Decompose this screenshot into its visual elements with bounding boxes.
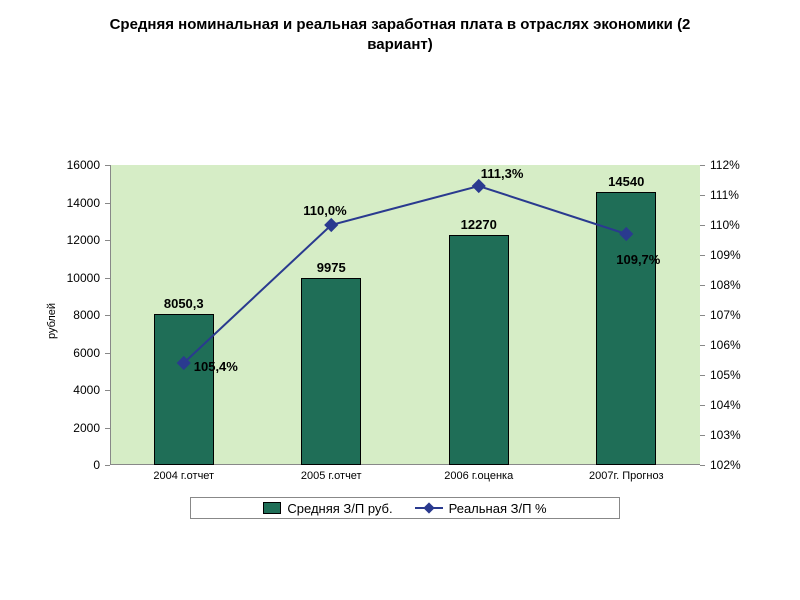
y-right-tick-label: 103% [710, 428, 741, 442]
y-right-tick-label: 108% [710, 278, 741, 292]
legend-item-bar: Средняя З/П руб. [263, 501, 392, 516]
y-right-tick-label: 110% [710, 218, 740, 232]
x-tick-label: 2005 г.отчет [301, 470, 362, 482]
y-right-tick-label: 111% [710, 188, 739, 202]
y-right-tick-label: 102% [710, 458, 741, 472]
bar-value-label: 14540 [608, 174, 644, 189]
line-value-label: 109,7% [616, 252, 660, 267]
y-left-tick-label: 12000 [67, 233, 100, 247]
line-series [110, 165, 700, 465]
x-axis-labels: 2004 г.отчет 2005 г.отчет 2006 г.оценка 200… [110, 470, 700, 490]
y-left-tick-label: 16000 [67, 158, 100, 172]
bar-value-label: 8050,3 [164, 296, 204, 311]
y-left-tick-label: 10000 [67, 271, 100, 285]
y-right-tick-label: 109% [710, 248, 741, 262]
x-tick-label: 2007г. Прогноз [589, 470, 664, 482]
y-left-tick-label: 6000 [73, 346, 100, 360]
legend-item-line: Реальная З/П % [415, 501, 547, 516]
line-marker-icon [472, 179, 486, 193]
y-right-tick-label: 105% [710, 368, 741, 382]
chart-container: рублей 020004000600080001000012000140001… [40, 165, 760, 515]
y-right-tick-label: 112% [710, 158, 740, 172]
x-tick-label: 2004 г.отчет [153, 470, 214, 482]
y-left-tick-label: 8000 [73, 308, 100, 322]
line-value-label: 111,3% [481, 166, 524, 181]
bar-value-label: 12270 [461, 217, 497, 232]
chart-title: Средняя номинальная и реальная заработна… [0, 0, 800, 64]
legend-line-label: Реальная З/П % [449, 501, 547, 516]
bar-value-label: 9975 [317, 260, 346, 275]
x-tick-label: 2006 г.оценка [444, 470, 513, 482]
y-left-labels: 0200040006000800010000120001400016000 [40, 165, 105, 465]
y-left-tick-label: 2000 [73, 421, 100, 435]
y-right-labels: 102%103%104%105%106%107%108%109%110%111%… [705, 165, 760, 465]
line-value-label: 110,0% [303, 203, 346, 218]
line-swatch-icon [415, 501, 443, 515]
line-value-label: 105,4% [194, 359, 238, 374]
y-right-tick-label: 106% [710, 338, 741, 352]
y-right-tick-label: 107% [710, 308, 741, 322]
legend-bar-label: Средняя З/П руб. [287, 501, 392, 516]
y-left-tick-label: 0 [93, 458, 100, 472]
y-left-tick-label: 4000 [73, 383, 100, 397]
legend: Средняя З/П руб. Реальная З/П % [190, 497, 620, 519]
line-path [184, 186, 627, 363]
y-left-tick-label: 14000 [67, 196, 100, 210]
bar-swatch-icon [263, 502, 281, 514]
y-right-tick-label: 104% [710, 398, 741, 412]
line-marker-icon [619, 227, 633, 241]
